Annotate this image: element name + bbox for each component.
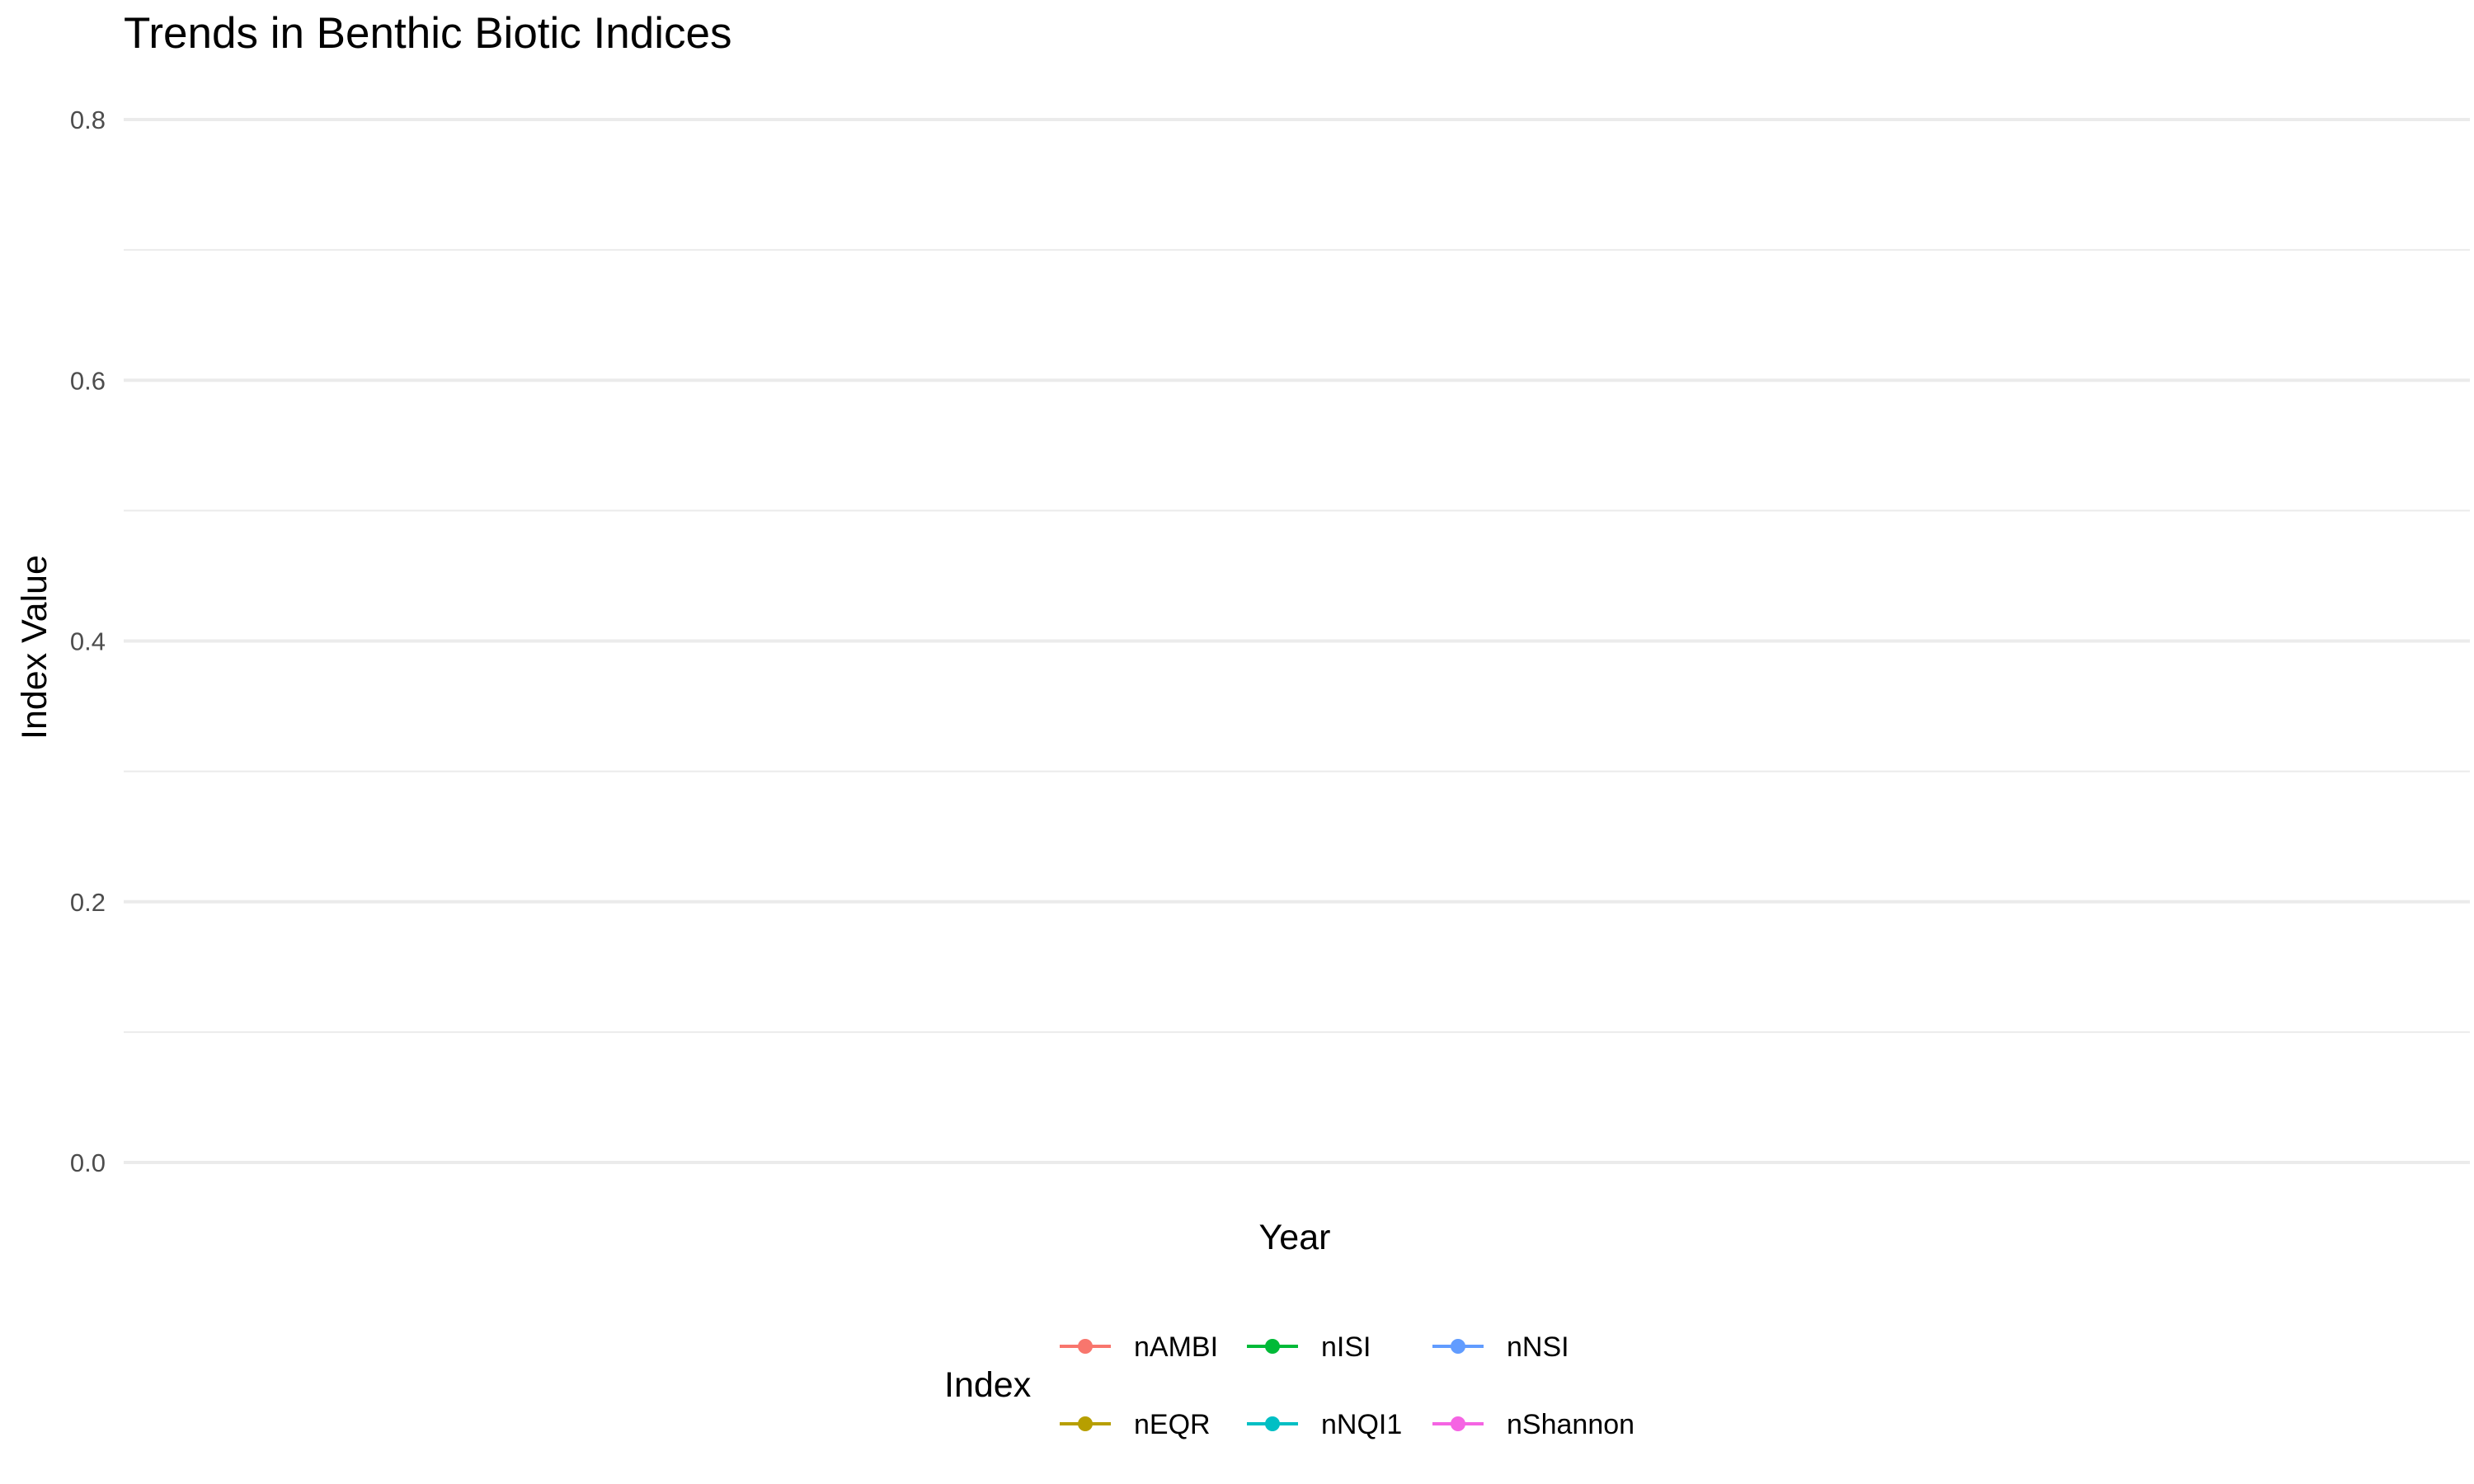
y-tick-label: 0.4 xyxy=(70,627,106,656)
y-tick-label: 0.6 xyxy=(70,366,106,395)
legend-item-nShannon: nShannon xyxy=(1432,1409,1634,1440)
chart-title: Trends in Benthic Biotic Indices xyxy=(124,9,731,58)
legend-key-point xyxy=(1265,1339,1280,1354)
y-axis-title: Index Value xyxy=(15,555,54,740)
grid xyxy=(124,118,2470,1164)
legend-label: nAMBI xyxy=(1134,1331,1218,1363)
y-tick-label: 0.2 xyxy=(70,888,106,917)
legend-label: nISI xyxy=(1321,1331,1371,1363)
legend-item-nNQI1: nNQI1 xyxy=(1247,1409,1402,1440)
y-axis-ticks: 0.0 0.2 0.4 0.6 0.8 xyxy=(70,106,106,1177)
legend-label: nShannon xyxy=(1507,1409,1634,1440)
legend-item-nAMBI: nAMBI xyxy=(1060,1331,1218,1363)
legend-item-nNSI: nNSI xyxy=(1432,1331,1569,1363)
legend-label: nNSI xyxy=(1507,1331,1569,1363)
legend-key-point xyxy=(1451,1416,1465,1431)
legend-title: Index xyxy=(944,1365,1032,1405)
legend-key-point xyxy=(1265,1416,1280,1431)
x-axis-title: Year xyxy=(1259,1218,1331,1257)
legend-label: nNQI1 xyxy=(1321,1409,1402,1440)
legend: Index nAMBI nEQR nISI nNQI1 nNSI nShannon xyxy=(944,1331,1634,1440)
legend-key-point xyxy=(1078,1339,1093,1354)
legend-label: nEQR xyxy=(1134,1409,1211,1440)
y-tick-label: 0.8 xyxy=(70,106,106,134)
legend-items: nAMBI nEQR nISI nNQI1 nNSI nShannon xyxy=(1060,1331,1634,1440)
y-tick-label: 0.0 xyxy=(70,1148,106,1177)
legend-key-point xyxy=(1078,1416,1093,1431)
legend-key-point xyxy=(1451,1339,1465,1354)
legend-item-nEQR: nEQR xyxy=(1060,1409,1211,1440)
legend-item-nISI: nISI xyxy=(1247,1331,1371,1363)
